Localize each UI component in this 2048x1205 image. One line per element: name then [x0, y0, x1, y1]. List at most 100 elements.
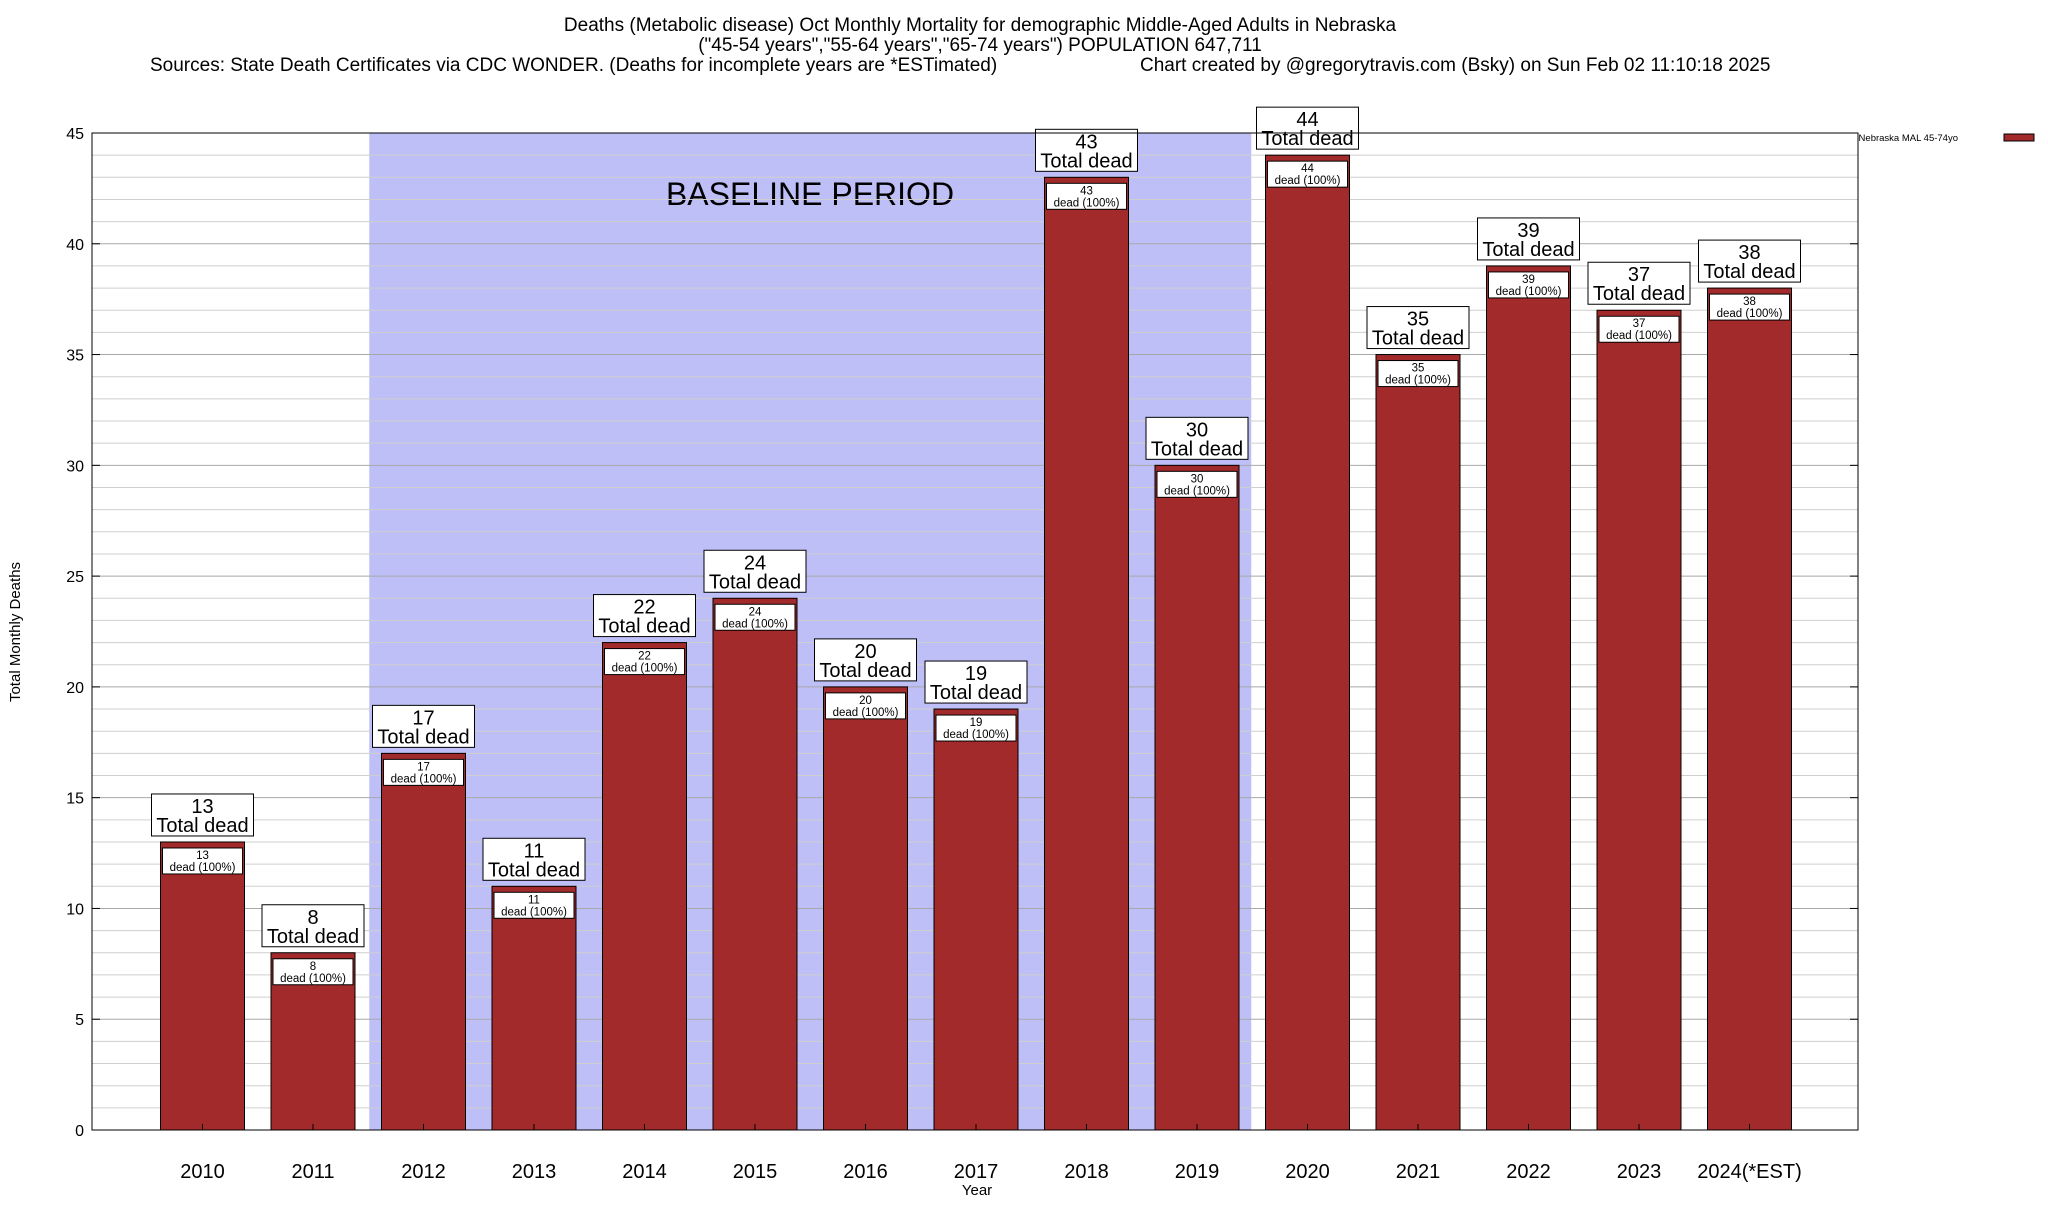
- y-tick-label: 35: [66, 348, 84, 365]
- bar-top-label: Total dead: [1372, 328, 1464, 350]
- bar-inner-label: dead (100%): [1606, 330, 1672, 342]
- bar-inner-label-box: [1046, 182, 1127, 210]
- x-tick-label: 2014: [622, 1161, 667, 1183]
- bar-top-label-box: [1145, 416, 1249, 460]
- plot-frame: [91, 132, 1859, 1131]
- bar-top-label-box: [372, 704, 475, 748]
- bar: [1044, 176, 1129, 1131]
- bar: [1707, 287, 1792, 1131]
- bar-inner-label: dead (100%): [1496, 286, 1562, 298]
- bar-inner-label-box: [383, 758, 464, 786]
- bar-inner-label: dead (100%): [1164, 485, 1230, 497]
- x-tick-label: 2019: [1175, 1161, 1220, 1183]
- legend-swatch: [2003, 133, 2035, 142]
- x-tick-label: 2013: [512, 1161, 557, 1183]
- bar-top-label: Total dead: [377, 726, 469, 748]
- bar-inner-label-box: [714, 603, 796, 631]
- x-tick-label: 2023: [1617, 1161, 1662, 1183]
- x-tick-label: 2020: [1285, 1161, 1330, 1183]
- bar-inner-value: 22: [638, 651, 651, 663]
- bar-inner-label: dead (100%): [1054, 197, 1120, 209]
- x-tick-label: 2010: [180, 1161, 225, 1183]
- bar-inner-label: dead (100%): [391, 773, 457, 785]
- bar-top-label-box: [1587, 261, 1691, 305]
- bar-top-label-box: [1477, 217, 1580, 261]
- bar-top-label: Total dead: [1151, 438, 1243, 460]
- bar-inner-value: 19: [970, 717, 983, 729]
- x-tick-label: 2022: [1506, 1161, 1551, 1183]
- bar-inner-label-box: [1488, 271, 1569, 299]
- bar: [933, 708, 1019, 1131]
- bar-top-label: Total dead: [1703, 261, 1795, 283]
- bar-top-label-box: [1035, 128, 1138, 172]
- bar-top-label-box: [151, 793, 254, 837]
- bar-top-value: 44: [1296, 109, 1318, 131]
- x-tick-label: 2015: [733, 1161, 778, 1183]
- bar-top-label-box: [1366, 306, 1470, 350]
- bar-inner-label-box: [1598, 315, 1680, 343]
- x-tick-label: 2016: [843, 1161, 888, 1183]
- chart-sources: Sources: State Death Certificates via CD…: [150, 55, 997, 76]
- bar-inner-value: 30: [1191, 473, 1204, 485]
- bar-inner-label: dead (100%): [722, 618, 788, 630]
- y-tick-label: 15: [66, 791, 84, 808]
- y-tick-label: 45: [66, 126, 84, 143]
- bar-top-label: Total dead: [1040, 150, 1132, 172]
- bar-top-label-box: [1698, 239, 1801, 283]
- y-tick-label: 30: [66, 458, 84, 475]
- bar-inner-value: 8: [310, 961, 316, 973]
- y-tick-label: 25: [66, 569, 84, 586]
- bar-top-label-box: [482, 837, 586, 881]
- y-axis-label: Total Monthly Deaths: [7, 562, 24, 702]
- bar-inner-label: dead (100%): [501, 906, 567, 918]
- bar-inner-label-box: [1709, 293, 1790, 321]
- legend-label: Nebraska MAL 45-74yo: [1859, 133, 1958, 144]
- bar-top-label: Total dead: [819, 660, 911, 682]
- bar-inner-label: dead (100%): [943, 729, 1009, 741]
- bar-top-label: Total dead: [1593, 283, 1685, 305]
- y-tick-label: 20: [66, 680, 84, 697]
- bar-top-value: 43: [1075, 131, 1097, 153]
- bar-top-value: 20: [854, 641, 876, 663]
- bar-inner-value: 35: [1412, 363, 1425, 375]
- bar-inner-label-box: [935, 714, 1017, 742]
- bar: [1375, 354, 1461, 1131]
- bar-inner-value: 38: [1743, 296, 1756, 308]
- bar-top-value: 11: [524, 840, 545, 862]
- bar-inner-label: dead (100%): [1275, 175, 1341, 187]
- bar-top-label-box: [703, 549, 807, 593]
- bar-inner-label-box: [1156, 470, 1238, 498]
- bar-inner-value: 39: [1522, 274, 1535, 286]
- bar-inner-value: 17: [417, 761, 430, 773]
- x-tick-label: 2012: [401, 1161, 446, 1183]
- y-tick-label: 40: [66, 237, 84, 254]
- bar-inner-label: dead (100%): [280, 973, 346, 985]
- bar-inner-label-box: [1267, 160, 1348, 188]
- bar: [823, 686, 908, 1131]
- bar-top-label: Total dead: [598, 616, 690, 638]
- baseline-label: BASELINE PERIOD: [666, 176, 954, 212]
- bar-top-label: Total dead: [1261, 128, 1353, 150]
- bar-top-label: Total dead: [488, 859, 580, 881]
- bar-inner-value: 20: [859, 695, 872, 707]
- bar-inner-label-box: [493, 891, 575, 919]
- bar-top-label-box: [1256, 106, 1359, 150]
- bar-inner-value: 44: [1301, 163, 1314, 175]
- bar-top-label-box: [924, 660, 1028, 704]
- bar-inner-label-box: [1377, 360, 1459, 388]
- bar: [491, 885, 577, 1131]
- bar-inner-value: 43: [1080, 185, 1093, 197]
- bar-inner-value: 37: [1633, 318, 1646, 330]
- chart-title: Deaths (Metabolic disease) Oct Monthly M…: [564, 15, 1397, 36]
- bar: [1265, 154, 1350, 1131]
- chart-subtitle: ("45-54 years","55-64 years","65-74 year…: [698, 35, 1262, 56]
- bar: [381, 752, 466, 1131]
- bar-top-value: 39: [1517, 220, 1539, 242]
- bar-top-value: 8: [307, 907, 318, 929]
- x-tick-label: 2011: [291, 1161, 334, 1183]
- bar-inner-value: 24: [749, 606, 762, 618]
- bar-top-value: 22: [633, 597, 655, 619]
- bar-top-value: 30: [1186, 419, 1208, 441]
